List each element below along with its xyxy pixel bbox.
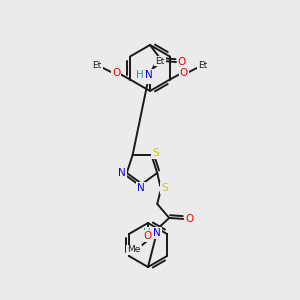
Text: Me: Me: [127, 245, 141, 254]
Text: O: O: [112, 68, 120, 77]
Text: O: O: [178, 57, 186, 67]
Text: O: O: [185, 214, 193, 224]
Text: N: N: [118, 168, 126, 178]
Text: O: O: [180, 68, 188, 77]
Text: S: S: [152, 148, 159, 158]
Text: Et: Et: [92, 61, 102, 70]
Text: S: S: [161, 183, 167, 193]
Text: O: O: [146, 73, 154, 83]
Text: H: H: [143, 228, 151, 238]
Text: N: N: [153, 228, 161, 238]
Text: O: O: [144, 231, 152, 241]
Text: N: N: [145, 70, 153, 80]
Text: H: H: [136, 70, 144, 80]
Text: Et: Et: [155, 56, 165, 65]
Text: Et: Et: [198, 61, 208, 70]
Text: N: N: [137, 183, 145, 193]
